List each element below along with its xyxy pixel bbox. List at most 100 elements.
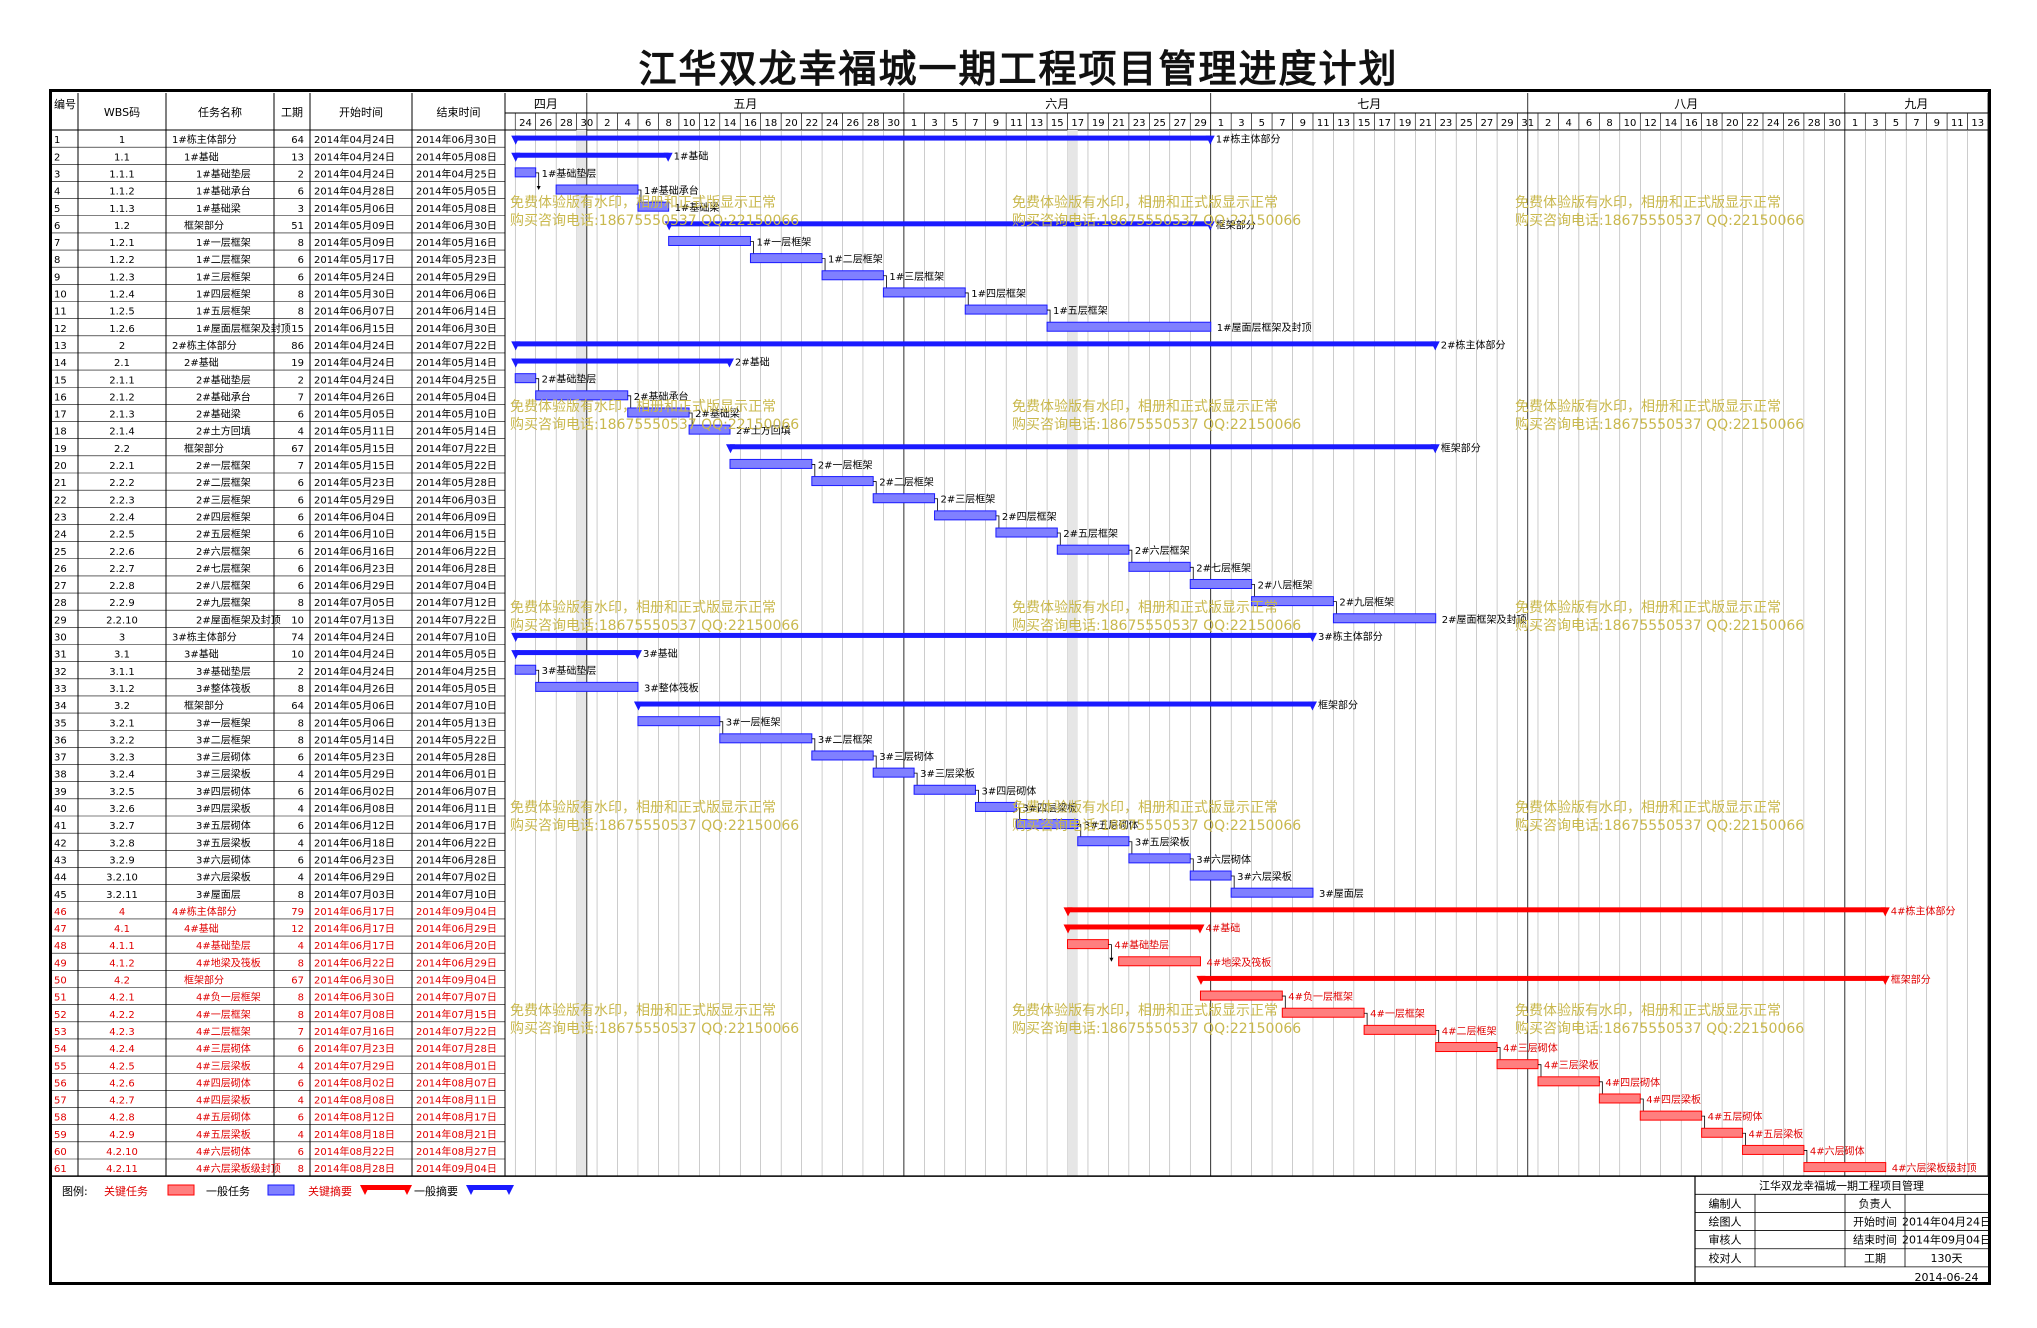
task-bar xyxy=(1281,1007,1365,1018)
row-duration: 10 xyxy=(291,650,304,661)
task-bar xyxy=(1189,870,1232,881)
row-start: 2014年05月11日 xyxy=(314,425,395,438)
row-start: 2014年06月02日 xyxy=(314,785,395,798)
watermark-text: 免费体验版有水印，相册和正式版显示正常 xyxy=(1012,800,1278,816)
row-task-name: 2#一层框架 xyxy=(196,459,251,472)
day-label: 10 xyxy=(1624,118,1637,129)
day-label: 25 xyxy=(1460,118,1473,129)
row-task-name: 4#三层砌体 xyxy=(196,1043,251,1055)
row-duration: 6 xyxy=(298,1147,304,1158)
day-label: 10 xyxy=(683,118,696,129)
bar-label: 2#五层框架 xyxy=(1063,527,1118,540)
row-end: 2014年06月20日 xyxy=(416,939,497,952)
month-label: 七月 xyxy=(1357,97,1381,111)
title-block-field-label: 审核人 xyxy=(1709,1233,1742,1247)
row-end: 2014年07月12日 xyxy=(416,596,497,609)
row-end: 2014年05月05日 xyxy=(416,185,497,198)
row-wbs: 2.2.8 xyxy=(109,581,134,592)
row-id: 55 xyxy=(54,1061,67,1072)
day-label: 27 xyxy=(1174,118,1187,129)
row-wbs: 2.1 xyxy=(114,358,130,369)
row-id: 59 xyxy=(54,1130,67,1141)
legend-normal-summary-label: 一般摘要 xyxy=(414,1184,458,1198)
task-bar xyxy=(1251,596,1334,607)
day-label: 15 xyxy=(1051,118,1064,129)
row-duration: 4 xyxy=(298,427,304,438)
row-end: 2014年07月07日 xyxy=(416,991,497,1004)
row-id: 24 xyxy=(54,530,67,541)
bar-label: 3#四层梁板 xyxy=(1022,801,1077,814)
task-bar xyxy=(1230,887,1314,898)
summary-bar-end-cap xyxy=(1205,221,1215,231)
watermark-text: 免费体验版有水印，相册和正式版显示正常 xyxy=(510,800,776,816)
row-task-name: 1#屋面层框架及封顶 xyxy=(196,322,291,335)
row-id: 37 xyxy=(54,753,67,764)
summary-bar-end-cap xyxy=(1307,701,1317,711)
row-end: 2014年07月10日 xyxy=(416,888,497,901)
row-wbs: 4.2.3 xyxy=(109,1027,134,1038)
summary-bar-start-cap xyxy=(1196,975,1206,985)
header-start: 开始时间 xyxy=(339,105,383,119)
row-duration: 8 xyxy=(298,1164,304,1175)
row-start: 2014年05月29日 xyxy=(314,768,395,781)
dependency-link xyxy=(1190,566,1194,583)
row-duration: 67 xyxy=(291,976,304,987)
month-label: 六月 xyxy=(1045,97,1069,111)
row-start: 2014年05月15日 xyxy=(314,442,395,455)
row-end: 2014年06月06日 xyxy=(416,288,497,301)
row-wbs: 4.1 xyxy=(114,924,130,935)
row-end: 2014年05月13日 xyxy=(416,716,497,729)
day-label: 30 xyxy=(580,118,593,129)
row-duration: 8 xyxy=(298,684,304,695)
row-wbs: 2.2.10 xyxy=(106,615,138,626)
row-id: 41 xyxy=(54,821,67,832)
row-duration: 6 xyxy=(298,512,304,523)
row-id: 10 xyxy=(54,290,67,301)
summary-bar-end-cap xyxy=(1307,632,1317,642)
row-task-name: 2#屋面框架及封顶 xyxy=(196,613,281,626)
task-bar xyxy=(882,287,966,298)
row-id: 58 xyxy=(54,1113,67,1124)
row-id: 27 xyxy=(54,581,67,592)
row-start: 2014年06月15日 xyxy=(314,322,395,335)
row-start: 2014年06月22日 xyxy=(314,956,395,969)
row-end: 2014年04月25日 xyxy=(416,665,497,678)
row-id: 34 xyxy=(54,701,67,712)
day-label: 11 xyxy=(1010,118,1023,129)
day-label: 20 xyxy=(785,118,798,129)
task-bar xyxy=(627,407,690,418)
row-wbs: 1.1.1 xyxy=(109,169,134,180)
row-end: 2014年07月15日 xyxy=(416,1008,497,1021)
task-bar xyxy=(1701,1127,1744,1138)
day-label: 9 xyxy=(1934,118,1940,129)
row-id: 20 xyxy=(54,461,67,472)
row-id: 1 xyxy=(54,135,60,146)
watermark-text: 购买咨询电话:18675550537 QQ:22150066 xyxy=(510,213,799,229)
row-task-name: 1#五层框架 xyxy=(196,305,251,318)
row-id: 51 xyxy=(54,993,67,1004)
watermark-text: 免费体验版有水印，相册和正式版显示正常 xyxy=(1012,1003,1278,1019)
row-task-name: 3#基础垫层 xyxy=(196,665,251,678)
row-wbs: 3.2.11 xyxy=(106,890,138,901)
row-task-name: 1#三层框架 xyxy=(196,270,251,283)
row-wbs: 3.2.9 xyxy=(109,855,134,866)
row-task-name: 3#三层砌体 xyxy=(196,752,251,764)
summary-bar-start-cap xyxy=(1063,907,1073,917)
row-duration: 6 xyxy=(298,495,304,506)
row-start: 2014年04月24日 xyxy=(314,665,395,678)
bar-label: 框架部分 xyxy=(1318,699,1358,712)
row-wbs: 4.2.8 xyxy=(109,1113,134,1124)
day-label: 12 xyxy=(703,118,716,129)
day-label: 16 xyxy=(1685,118,1698,129)
day-label: 7 xyxy=(972,118,978,129)
row-end: 2014年07月22日 xyxy=(416,442,497,455)
bar-label: 4#五层砌体 xyxy=(1708,1111,1763,1123)
row-end: 2014年06月28日 xyxy=(416,562,497,575)
bar-label: 1#栋主体部分 xyxy=(1216,133,1281,146)
row-start: 2014年05月23日 xyxy=(314,476,395,489)
header-task-name: 任务名称 xyxy=(198,105,242,119)
summary-bar-end-cap xyxy=(1430,444,1440,454)
title-block-field-label: 绘图人 xyxy=(1709,1215,1742,1229)
watermark-text: 购买咨询电话:18675550537 QQ:22150066 xyxy=(510,1021,799,1037)
summary-bar-start-cap xyxy=(511,650,521,660)
